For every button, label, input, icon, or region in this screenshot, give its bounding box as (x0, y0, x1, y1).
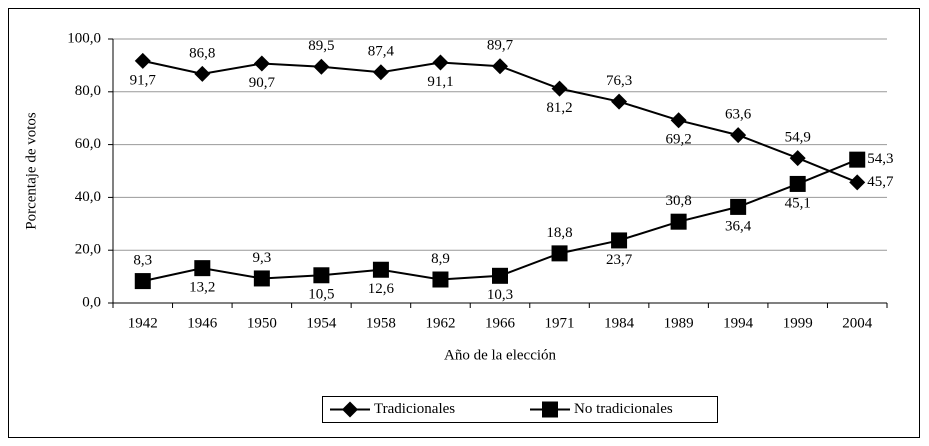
square-marker (542, 401, 558, 418)
data-label: 9,3 (252, 250, 271, 266)
y-tick-label: 80,0 (75, 83, 101, 99)
data-label: 45,1 (785, 195, 811, 211)
data-label: 18,8 (546, 225, 572, 241)
square-marker (194, 260, 211, 277)
y-axis-title: Porcentaje de votos (23, 112, 39, 230)
diamond-marker (849, 174, 866, 191)
data-label: 10,3 (487, 287, 513, 303)
square-marker (134, 273, 151, 290)
square-marker (670, 213, 687, 230)
x-tick-label: 2004 (842, 315, 873, 331)
data-label: 81,2 (546, 100, 572, 116)
diamond-marker (342, 401, 358, 418)
diamond-marker (372, 64, 389, 81)
square-marker (730, 198, 747, 215)
data-label: 23,7 (606, 252, 633, 268)
square-marker (432, 271, 449, 288)
x-tick-label: 1971 (545, 315, 575, 331)
legend-label: Tradicionales (374, 401, 455, 417)
square-marker (372, 261, 389, 278)
x-tick-label: 1942 (128, 315, 158, 331)
data-label: 90,7 (249, 75, 276, 91)
data-label: 89,7 (487, 38, 514, 54)
square-marker (789, 175, 806, 192)
square-marker (313, 267, 330, 284)
data-label: 8,9 (431, 251, 450, 267)
x-tick-label: 1994 (723, 315, 754, 331)
data-label: 45,7 (867, 174, 894, 190)
diamond-marker (134, 52, 151, 69)
data-label: 89,5 (308, 38, 334, 54)
x-tick-label: 1989 (664, 315, 694, 331)
x-tick-label: 1962 (425, 315, 455, 331)
square-marker (611, 232, 628, 249)
y-tick-label: 0,0 (82, 294, 101, 310)
square-marker (253, 270, 270, 287)
y-tick-label: 100,0 (67, 30, 101, 46)
x-tick-label: 1958 (366, 315, 396, 331)
data-label: 13,2 (189, 280, 215, 296)
diamond-marker (194, 65, 211, 82)
diamond-marker (670, 112, 687, 129)
data-label: 36,4 (725, 218, 752, 234)
x-axis-title: Año de la elección (444, 347, 557, 363)
x-tick-label: 1950 (247, 315, 277, 331)
diamond-marker (253, 55, 270, 72)
data-label: 8,3 (133, 253, 152, 269)
diamond-marker (611, 93, 628, 110)
y-tick-label: 20,0 (75, 242, 101, 258)
legend-box (322, 396, 718, 423)
data-label: 63,6 (725, 107, 752, 123)
data-label: 87,4 (368, 44, 395, 60)
x-tick-label: 1999 (783, 315, 813, 331)
diamond-marker (551, 80, 568, 97)
diamond-marker (492, 58, 508, 75)
data-label: 54,9 (785, 130, 811, 146)
diamond-marker (789, 150, 806, 167)
data-label: 76,3 (606, 73, 632, 89)
data-label: 86,8 (189, 45, 215, 61)
diamond-marker (730, 127, 747, 144)
diamond-marker (432, 54, 449, 71)
data-label: 69,2 (665, 132, 691, 148)
x-tick-label: 1954 (306, 315, 337, 331)
x-tick-label: 1984 (604, 315, 635, 331)
y-tick-label: 40,0 (75, 189, 101, 205)
square-marker (492, 267, 508, 284)
diamond-marker (313, 58, 330, 75)
chart-border (8, 8, 920, 438)
y-tick-label: 60,0 (75, 136, 101, 152)
data-label: 54,3 (867, 151, 893, 167)
data-label: 12,6 (368, 281, 395, 297)
square-marker (551, 245, 568, 262)
legend-label: No tradicionales (574, 401, 673, 417)
data-label: 30,8 (665, 193, 691, 209)
data-label: 91,1 (427, 74, 453, 90)
square-marker (849, 151, 866, 168)
data-label: 10,5 (308, 287, 334, 303)
x-tick-label: 1966 (485, 315, 516, 331)
x-tick-label: 1946 (187, 315, 218, 331)
data-label: 91,7 (130, 72, 157, 88)
